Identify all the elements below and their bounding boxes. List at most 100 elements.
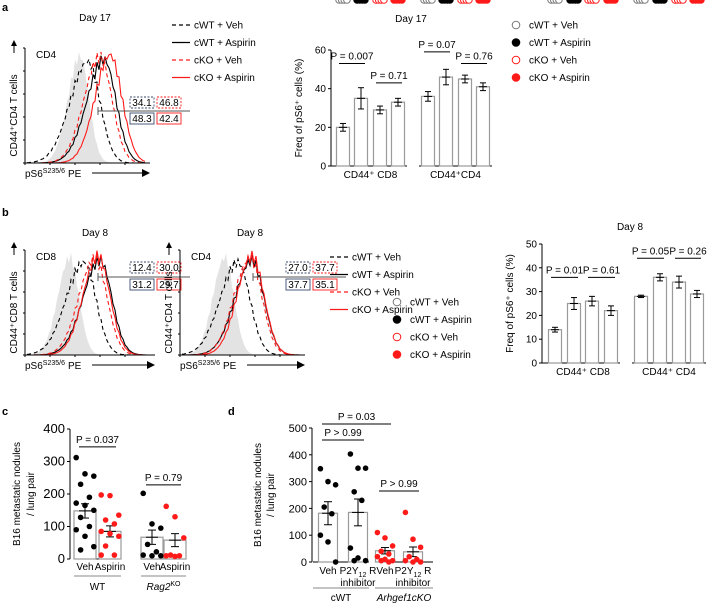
data-point: [98, 552, 104, 558]
y-tick-label: 40: [526, 263, 538, 274]
x-category-label: CD44⁺ CD8: [344, 170, 398, 181]
data-point: [398, 0, 406, 4]
label-part: P2Y: [340, 566, 359, 577]
data-point: [144, 541, 151, 548]
bar-cko-veh: [671, 281, 687, 364]
legend-label: cKO + Veh: [194, 56, 242, 67]
data-point: [402, 557, 409, 564]
data-point: [163, 552, 169, 559]
line-legend: cWT + Veh cWT + Aspirin cKO + Veh cKO + Asp…: [330, 253, 414, 316]
data-point: [555, 0, 563, 4]
gate-value: 29.7: [159, 280, 179, 291]
histogram-curve-cko-veh: [182, 253, 300, 356]
data-point: [317, 532, 324, 538]
gate-value: 30.0: [159, 263, 179, 274]
data-point: [446, 0, 454, 4]
legend-label: cKO + Aspirin: [352, 305, 413, 316]
bar-cko-veh: [584, 300, 600, 364]
data-point: [417, 559, 424, 565]
legend-label: cKO + Veh: [352, 288, 400, 299]
gate-value-box: [285, 278, 311, 291]
data-point: [410, 536, 416, 543]
group-label-main: cWT: [331, 593, 352, 604]
histogram-curve-cwt-veh: [26, 57, 145, 164]
p-value-label: P = 0.61: [583, 265, 621, 276]
data-point: [592, 0, 600, 4]
data-point: [347, 451, 354, 457]
legend-label: cWT + Aspirin: [529, 38, 591, 49]
group-label-main: Rag2: [146, 582, 170, 593]
legend-label: cKO + Aspirin: [529, 73, 590, 84]
y-tick-label: 300: [43, 454, 65, 469]
data-point: [111, 552, 118, 558]
gate-value: 37.7: [288, 280, 308, 291]
arrow-head-icon: [297, 361, 305, 369]
chart-title: Day 17: [395, 14, 427, 25]
p-value-label: P > 0.99: [324, 428, 362, 439]
legend-label: cKO + Aspirin: [410, 350, 471, 361]
data-point: [417, 544, 424, 551]
data-point: [82, 471, 88, 477]
data-point: [361, 0, 369, 4]
data-point: [679, 0, 687, 4]
group-label-main: Arhgef1: [376, 593, 412, 604]
xlabel-sup: S235/6: [43, 360, 65, 367]
data-point: [641, 0, 649, 4]
data-point: [465, 0, 473, 4]
label-sub: 12: [359, 572, 367, 579]
group-label: Rag2KO: [146, 581, 181, 593]
data-point: [172, 553, 178, 560]
gate-value: 46.8: [159, 98, 179, 109]
label-sub: 12: [414, 572, 422, 579]
legend-label: cWT + Aspirin: [194, 38, 256, 49]
y-tick-label: 10: [526, 335, 538, 346]
line-legend: cWT + Veh cWT + Aspirin cKO + Veh cKO + Asp…: [172, 21, 256, 84]
data-point: [98, 528, 104, 535]
y-tick-label: 400: [289, 450, 307, 462]
data-point: [116, 512, 122, 518]
y-tick-label: 0: [531, 359, 537, 370]
y-tick-label: 30: [526, 287, 538, 298]
data-point: [378, 548, 385, 555]
data-point: [149, 552, 155, 559]
data-point: [382, 535, 388, 541]
isotype-histogram: [182, 253, 300, 355]
data-point: [107, 492, 113, 499]
data-point: [172, 513, 178, 520]
x-category-label: CD44⁺CD4: [430, 170, 481, 181]
x-category-label: CD44⁺ CD8: [556, 367, 610, 378]
xlabel-sup: S235/6: [198, 360, 220, 367]
gate-value: 12.4: [132, 263, 152, 274]
p-value-label: P = 0.03: [338, 412, 376, 423]
x-category-label: CD44⁺ CD4: [642, 367, 696, 378]
label-part: R: [366, 566, 376, 577]
y-tick-label: 200: [289, 503, 307, 515]
y-tick-label: 60: [315, 46, 327, 57]
data-point: [181, 535, 187, 541]
data-point: [158, 552, 164, 559]
x-bar-label: Veh: [376, 566, 393, 577]
x-bar-label: Veh: [76, 562, 93, 573]
y-tick-label: 0: [320, 162, 326, 173]
data-point: [102, 543, 109, 549]
data-point: [362, 465, 369, 472]
bar-cko-aspirin: [390, 101, 406, 167]
data-point: [102, 517, 109, 523]
y-axis-label: / lung pair: [26, 471, 37, 516]
histogram-curve-cko-veh: [27, 253, 149, 356]
data-point: [153, 549, 160, 555]
y-axis-label: CD44⁺CD4 T cells: [9, 74, 20, 156]
histogram-title: Day 8: [82, 228, 109, 239]
y-tick-label: 40: [315, 84, 327, 95]
bar-cwt-aspirin: [652, 276, 668, 364]
data-point: [697, 0, 705, 4]
data-point: [483, 0, 491, 4]
gate-value-box: [156, 261, 182, 274]
data-point: [98, 492, 104, 498]
data-point: [73, 526, 79, 533]
legend-label: cKO + Veh: [529, 56, 577, 67]
x-axis-label: pS6S235/6 PE: [180, 360, 237, 372]
xlabel-sup: S235/6: [43, 168, 65, 175]
bar-cko-aspirin: [689, 293, 705, 364]
data-point: [611, 0, 619, 4]
